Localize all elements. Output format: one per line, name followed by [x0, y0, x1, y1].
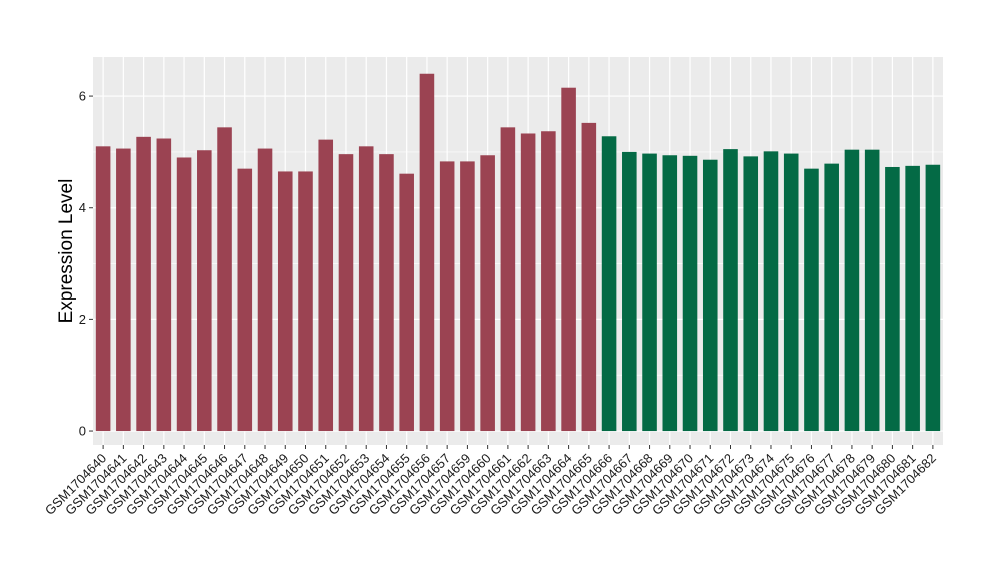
bar-GSM1704653	[358, 146, 374, 432]
bar-GSM1704669	[662, 155, 678, 432]
bar-GSM1704666	[601, 136, 617, 432]
bar-GSM1704645	[197, 150, 212, 432]
bar-GSM1704663	[541, 131, 556, 432]
bar-GSM1704641	[116, 148, 131, 432]
bar-GSM1704656	[419, 73, 435, 432]
bar-GSM1704661	[500, 127, 516, 432]
bar-GSM1704657	[439, 161, 455, 432]
bar-GSM1704676	[804, 168, 819, 432]
bar-GSM1704642	[136, 136, 151, 432]
bar-GSM1704665	[581, 122, 597, 432]
y-tick-label: 0	[79, 424, 86, 439]
x-axis: GSM1704640GSM1704641GSM1704642GSM1704643…	[42, 445, 939, 518]
bar-GSM1704643	[156, 138, 172, 432]
bar-GSM1704654	[379, 154, 394, 432]
y-tick-label: 2	[79, 312, 86, 327]
bar-GSM1704647	[237, 168, 253, 432]
y-axis: 0 2 4 6	[79, 89, 93, 439]
bar-GSM1704681	[905, 165, 920, 432]
bar-GSM1704646	[217, 127, 232, 432]
y-tick-label: 4	[79, 200, 86, 215]
bar-GSM1704659	[460, 161, 475, 432]
bar-GSM1704640	[95, 146, 111, 432]
bar-GSM1704675	[783, 153, 799, 432]
bar-GSM1704674	[763, 151, 779, 432]
bar-GSM1704662	[520, 133, 536, 432]
grid-minor	[93, 39, 943, 376]
plot-panel	[93, 57, 943, 445]
bar-GSM1704679	[864, 149, 880, 432]
bar-GSM1704651	[318, 139, 334, 432]
bar-GSM1704668	[642, 153, 657, 432]
bars	[95, 73, 941, 432]
bar-GSM1704680	[885, 166, 900, 432]
y-tick-label: 6	[79, 89, 86, 104]
bar-GSM1704682	[925, 164, 941, 432]
bar-GSM1704667	[622, 151, 637, 432]
bar-GSM1704644	[176, 157, 192, 432]
bar-GSM1704660	[480, 155, 495, 432]
bar-GSM1704672	[723, 149, 738, 432]
bar-GSM1704655	[399, 173, 414, 432]
bar-GSM1704678	[844, 149, 860, 432]
y-axis-title: Expression Level	[56, 179, 77, 324]
bar-GSM1704664	[561, 87, 576, 432]
bar-GSM1704673	[743, 156, 759, 432]
bar-GSM1704649	[277, 171, 293, 432]
bar-GSM1704650	[298, 171, 313, 432]
bar-GSM1704670	[682, 155, 698, 432]
bar-GSM1704677	[824, 163, 839, 432]
bar-GSM1704648	[257, 148, 273, 432]
bar-GSM1704671	[702, 159, 718, 432]
bar-GSM1704652	[338, 154, 354, 432]
